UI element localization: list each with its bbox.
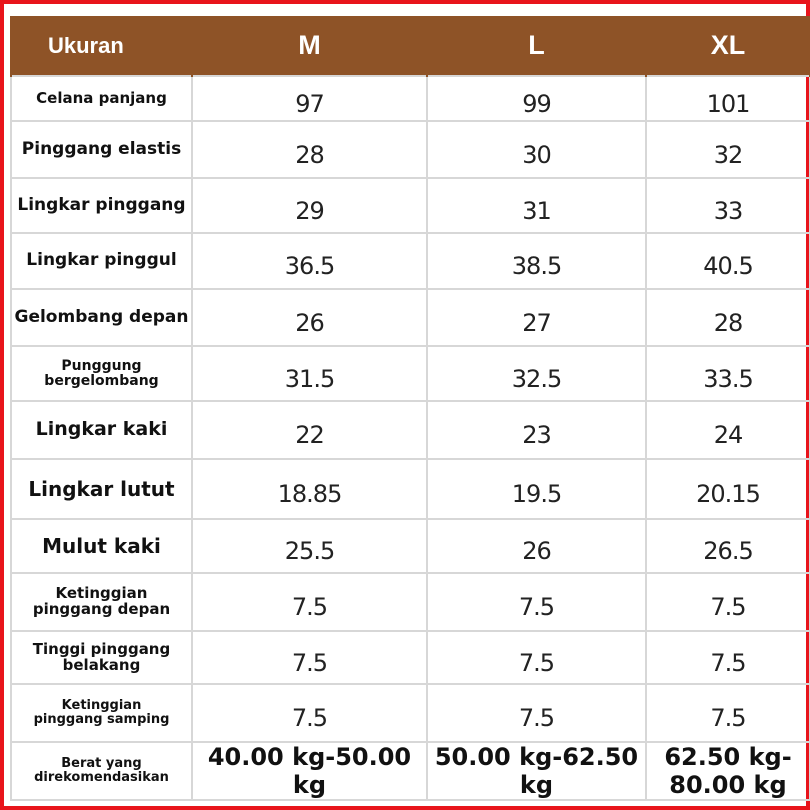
value-cell-xl: 26.5 (645, 518, 810, 574)
value-cell-l: 99 (426, 75, 647, 122)
value-cell-xl: 40.5 (645, 232, 810, 290)
value-cell-l: 7.5 (426, 572, 647, 632)
value-cell-m: 36.5 (191, 232, 428, 290)
header-size-l: L (426, 16, 647, 76)
table-row: Ketinggian pinggang depan 7.5 7.5 7.5 (10, 572, 810, 632)
row-label: Berat yang direkomendasikan (10, 741, 193, 801)
table-row: Mulut kaki 25.5 26 26.5 (10, 518, 810, 574)
table-header-row: Ukuran M L XL (10, 16, 810, 76)
weight-cell-xl: 62.50 kg-80.00 kg (645, 741, 810, 801)
table-row: Lingkar kaki 22 23 24 (10, 400, 810, 460)
value-cell-m: 25.5 (191, 518, 428, 574)
value-cell-xl: 7.5 (645, 683, 810, 743)
value-cell-l: 31 (426, 177, 647, 234)
table-row: Lingkar pinggul 36.5 38.5 40.5 (10, 232, 810, 290)
value-cell-l: 19.5 (426, 458, 647, 520)
value-cell-l: 7.5 (426, 630, 647, 685)
row-label: Lingkar pinggang (10, 177, 193, 234)
table-row: Celana panjang 97 99 101 (10, 75, 810, 122)
value-cell-xl: 32 (645, 120, 810, 179)
row-label: Ketinggian pinggang depan (10, 572, 193, 632)
value-cell-xl: 7.5 (645, 572, 810, 632)
value-cell-xl: 20.15 (645, 458, 810, 520)
value-cell-l: 23 (426, 400, 647, 460)
row-label: Punggung bergelombang (10, 345, 193, 402)
value-cell-l: 38.5 (426, 232, 647, 290)
row-label: Celana panjang (10, 75, 193, 122)
table-row: Gelombang depan 26 27 28 (10, 288, 810, 347)
table-row: Tinggi pinggang belakang 7.5 7.5 7.5 (10, 630, 810, 685)
header-size-xl: XL (645, 16, 810, 76)
table-row: Ketinggian pinggang samping 7.5 7.5 7.5 (10, 683, 810, 743)
size-chart-table: Ukuran M L XL Celana panjang 97 99 101 P… (10, 16, 810, 801)
value-cell-m: 29 (191, 177, 428, 234)
table-row: Pinggang elastis 28 30 32 (10, 120, 810, 179)
header-size-m: M (191, 16, 428, 76)
row-label: Lingkar pinggul (10, 232, 193, 290)
value-cell-m: 31.5 (191, 345, 428, 402)
value-cell-m: 7.5 (191, 572, 428, 632)
row-label: Ketinggian pinggang samping (10, 683, 193, 743)
value-cell-l: 7.5 (426, 683, 647, 743)
table-row: Lingkar pinggang 29 31 33 (10, 177, 810, 234)
weight-cell-m: 40.00 kg-50.00 kg (191, 741, 428, 801)
value-cell-xl: 7.5 (645, 630, 810, 685)
value-cell-m: 18.85 (191, 458, 428, 520)
row-label: Lingkar lutut (10, 458, 193, 520)
weight-cell-l: 50.00 kg-62.50 kg (426, 741, 647, 801)
table-row: Lingkar lutut 18.85 19.5 20.15 (10, 458, 810, 520)
header-size-label: Ukuran (10, 16, 193, 76)
value-cell-m: 28 (191, 120, 428, 179)
value-cell-xl: 33 (645, 177, 810, 234)
value-cell-xl: 101 (645, 75, 810, 122)
value-cell-l: 30 (426, 120, 647, 179)
value-cell-m: 7.5 (191, 630, 428, 685)
table-row: Punggung bergelombang 31.5 32.5 33.5 (10, 345, 810, 402)
value-cell-xl: 24 (645, 400, 810, 460)
row-label: Tinggi pinggang belakang (10, 630, 193, 685)
value-cell-m: 7.5 (191, 683, 428, 743)
row-label: Pinggang elastis (10, 120, 193, 179)
row-label: Mulut kaki (10, 518, 193, 574)
row-label: Lingkar kaki (10, 400, 193, 460)
row-label: Gelombang depan (10, 288, 193, 347)
value-cell-l: 26 (426, 518, 647, 574)
table-row: Berat yang direkomendasikan 40.00 kg-50.… (10, 741, 810, 801)
value-cell-xl: 28 (645, 288, 810, 347)
value-cell-l: 27 (426, 288, 647, 347)
value-cell-m: 22 (191, 400, 428, 460)
value-cell-xl: 33.5 (645, 345, 810, 402)
value-cell-m: 97 (191, 75, 428, 122)
value-cell-l: 32.5 (426, 345, 647, 402)
value-cell-m: 26 (191, 288, 428, 347)
